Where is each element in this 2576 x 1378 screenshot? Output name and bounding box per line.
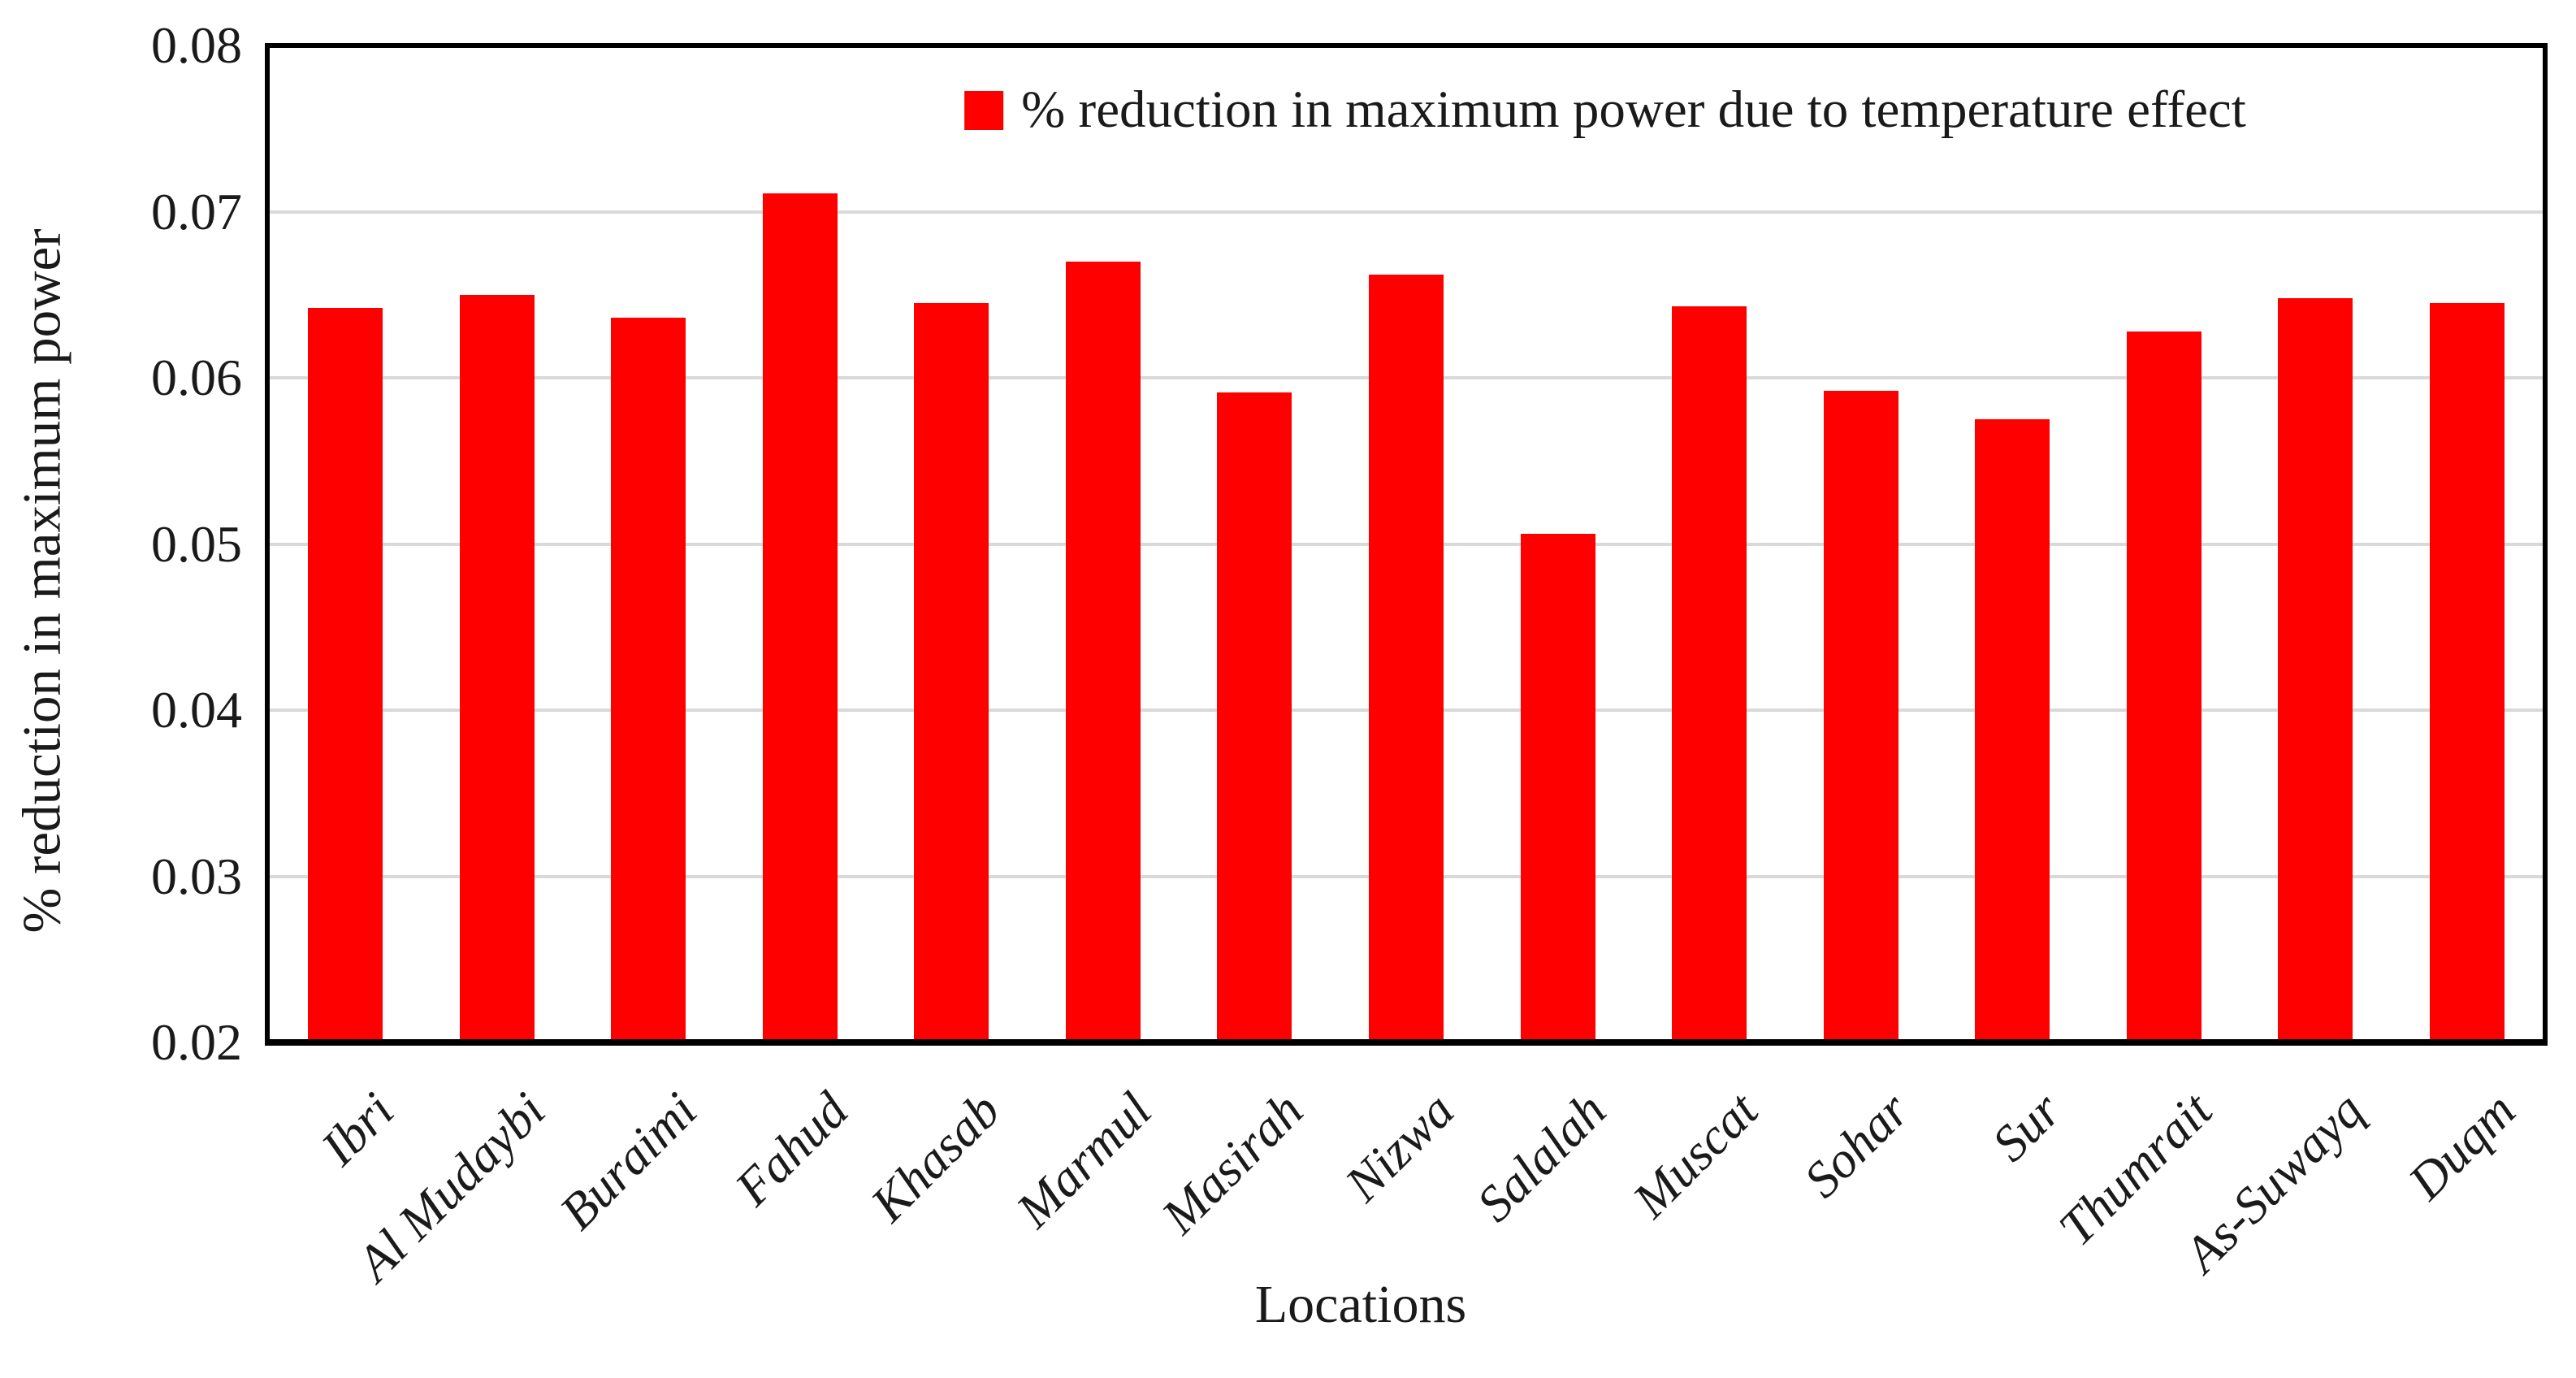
x-tick-label: Ibri (310, 1081, 405, 1176)
x-tick-label: Buraimi (548, 1081, 708, 1241)
y-tick-label: 0.06 (151, 349, 242, 406)
y-tick-label: 0.02 (151, 1013, 242, 1071)
bar (611, 318, 686, 1039)
bar (2127, 332, 2202, 1039)
bar (460, 295, 535, 1039)
legend-label: % reduction in maximum power due to temp… (1021, 80, 2246, 139)
bar (1521, 534, 1595, 1039)
x-tick-label: Salalah (1466, 1081, 1617, 1233)
y-tick-label: 0.04 (151, 681, 242, 739)
x-tick-label: Sur (1981, 1081, 2072, 1172)
gridline (270, 210, 2543, 214)
legend: % reduction in maximum power due to temp… (964, 84, 2246, 136)
plot-area: % reduction in maximum power due to temp… (265, 43, 2548, 1046)
x-axis-title: Locations (1254, 1275, 1467, 1334)
x-tick-label: Fahud (724, 1081, 859, 1216)
bar (1975, 419, 2050, 1039)
bar (1369, 275, 1444, 1039)
bar (2430, 303, 2505, 1039)
plot-inner (270, 48, 2543, 1039)
bar (1824, 391, 1898, 1039)
x-tick-label: Khasab (859, 1081, 1011, 1233)
bar (1066, 262, 1141, 1039)
legend-marker-icon (964, 90, 1004, 130)
bar (1217, 392, 1292, 1039)
bar (763, 193, 838, 1039)
bar (308, 308, 383, 1039)
x-tick-label: Nizwa (1334, 1081, 1466, 1213)
y-tick-label: 0.08 (151, 16, 242, 74)
x-tick-label: Masirah (1150, 1081, 1314, 1245)
bar (1672, 306, 1747, 1039)
y-tick-label: 0.07 (151, 182, 242, 240)
y-tick-label: 0.03 (151, 847, 242, 905)
x-tick-label: Sohar (1793, 1081, 1920, 1209)
bar (914, 303, 989, 1039)
bar (2278, 298, 2353, 1039)
x-tick-label: Duqm (2397, 1081, 2526, 1211)
y-axis-tick-labels: 0.08 0.07 0.06 0.05 0.04 0.03 0.02 (0, 20, 242, 1068)
y-tick-label: 0.05 (151, 514, 242, 573)
x-tick-label: Marmul (1005, 1081, 1162, 1239)
x-tick-label: Muscat (1621, 1081, 1769, 1228)
